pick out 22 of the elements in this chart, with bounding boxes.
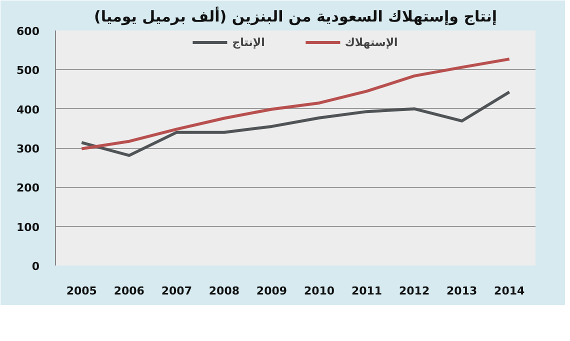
y-tick-label: 600 bbox=[16, 25, 40, 38]
y-tick-label: 200 bbox=[16, 182, 40, 195]
x-tick-label: 2013 bbox=[446, 284, 478, 298]
x-tick-label: 2005 bbox=[66, 284, 97, 298]
y-tick-label: 300 bbox=[16, 142, 40, 156]
y-tick-label: 400 bbox=[16, 103, 40, 116]
x-tick-label: 2011 bbox=[351, 284, 382, 298]
y-tick-label: 500 bbox=[16, 64, 40, 78]
x-tick-label: 2009 bbox=[256, 284, 288, 298]
line-series bbox=[80, 58, 511, 150]
x-tick-label: 2008 bbox=[208, 284, 240, 298]
y-tick-label: 0 bbox=[32, 260, 40, 273]
line-series bbox=[80, 90, 511, 157]
y-tick-label: 100 bbox=[16, 220, 40, 234]
x-tick-label: 2006 bbox=[114, 284, 145, 298]
chart-title: إنتاج وإستهلاك السعودية من البنزين (ألف برميل يوميا) bbox=[94, 6, 498, 26]
legend-label: الإستهلاك bbox=[344, 36, 398, 48]
legend-label: الإنتاج bbox=[232, 36, 265, 48]
x-tick-label: 2010 bbox=[304, 284, 335, 298]
x-tick-label: 2014 bbox=[494, 284, 526, 298]
x-tick-label: 2007 bbox=[161, 284, 192, 298]
x-tick-label: 2012 bbox=[399, 284, 430, 298]
